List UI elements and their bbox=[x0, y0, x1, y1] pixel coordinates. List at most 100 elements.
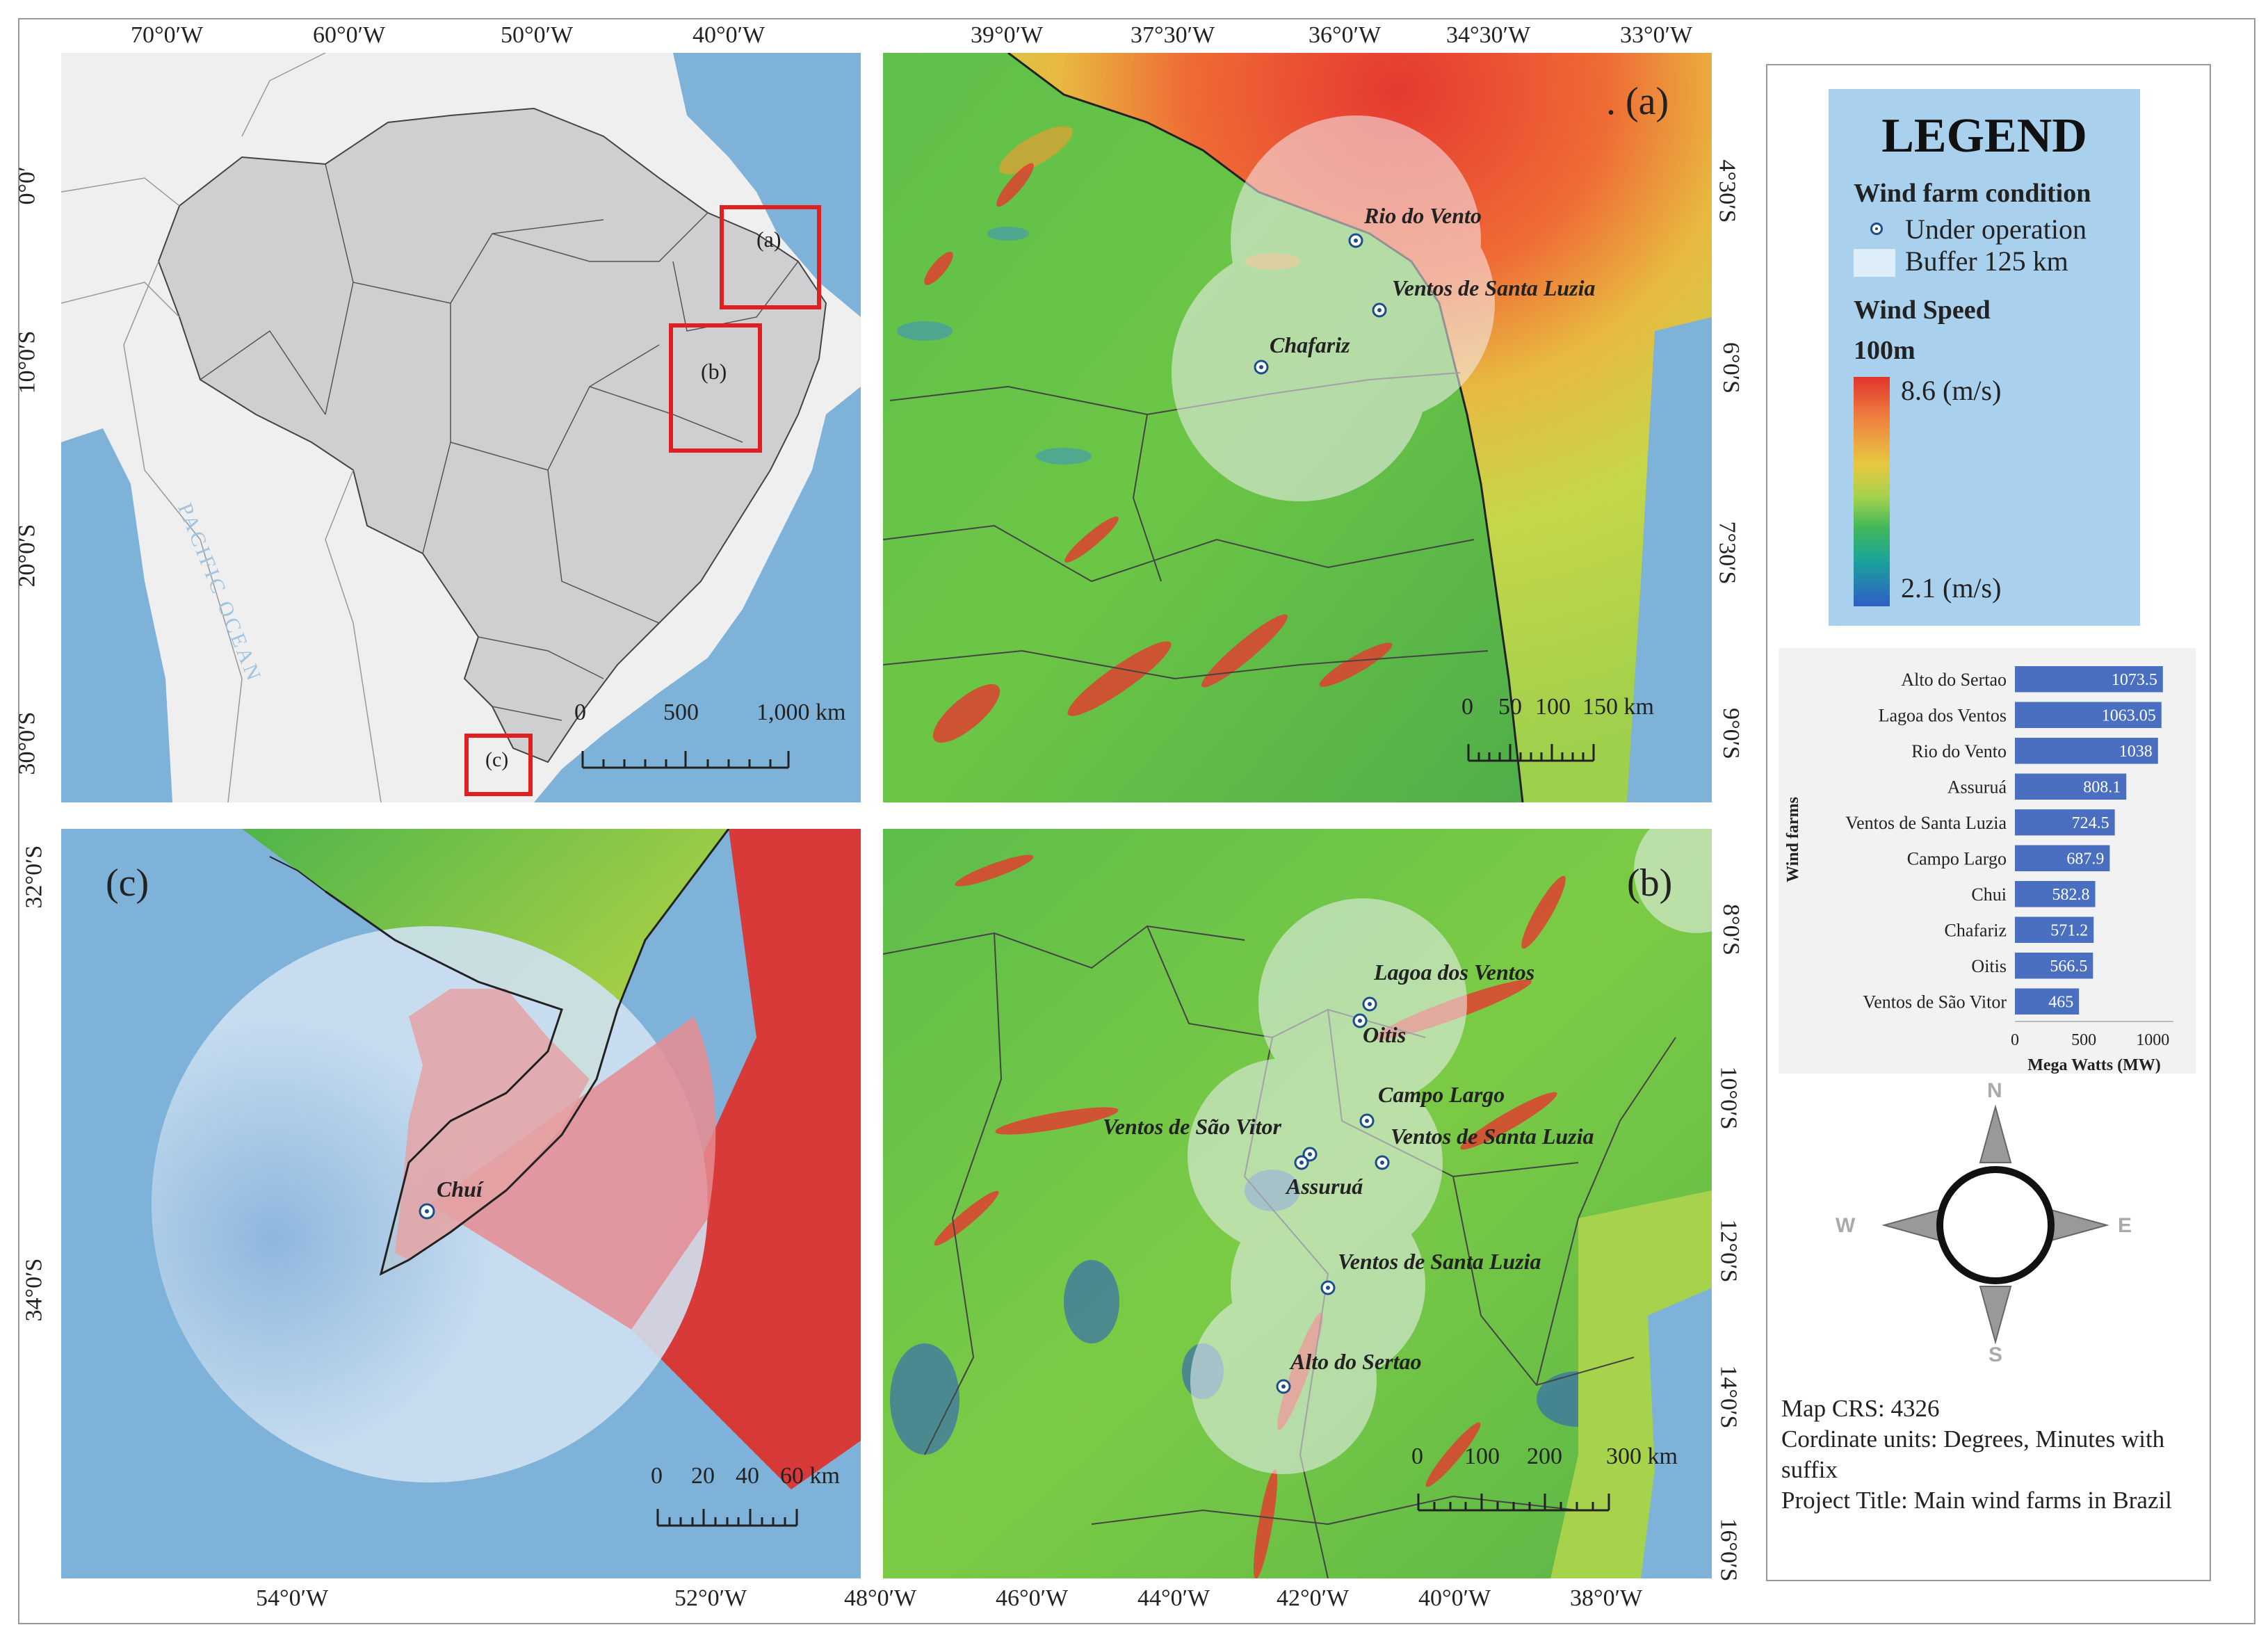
project-title: Project Title: Main wind farms in Brazil bbox=[1781, 1487, 2172, 1514]
panel-a-top-tick-34-30w: 34°30′W bbox=[1446, 22, 1531, 48]
inset-scale-0: 0 bbox=[574, 700, 586, 725]
chart-value-label: 571.2 bbox=[2050, 921, 2088, 939]
legend-title: LEGEND bbox=[1881, 109, 2087, 163]
panel-b-right-tick-12s: 12°0′S bbox=[1715, 1219, 1742, 1283]
compass-east-pointer bbox=[2050, 1208, 2109, 1242]
chart-bar bbox=[2015, 988, 2080, 1014]
chart-x-tick: 500 bbox=[2071, 1031, 2096, 1049]
chart-category-label: Alto do Sertao bbox=[1901, 670, 2007, 690]
panel-a-scale-150: 150 km bbox=[1582, 694, 1654, 720]
panel-b-right-tick-14s: 14°0′S bbox=[1715, 1365, 1742, 1429]
panel-a-top-tick-33w: 33°0′W bbox=[1620, 22, 1693, 48]
inset-top-tick-50w: 50°0′W bbox=[501, 22, 574, 48]
map-crs: Map CRS: 4326 bbox=[1781, 1395, 1940, 1422]
panel-a-scale-50: 50 bbox=[1498, 694, 1522, 720]
panel-b-scale-100: 100 bbox=[1464, 1444, 1500, 1469]
panel-b-bottom-tick-46w: 46°0′W bbox=[996, 1585, 1069, 1611]
panel-a-top-tick-39w: 39°0′W bbox=[971, 22, 1044, 48]
chart-x-label: Mega Watts (MW) bbox=[2027, 1056, 2161, 1074]
chart-value-label: 1073.5 bbox=[2112, 671, 2157, 689]
panel-a-map: . (a) Rio do Vento Ventos de Santa Luzia… bbox=[883, 53, 1712, 802]
chart-value-label: 724.5 bbox=[2072, 814, 2109, 832]
chart-bar bbox=[2015, 809, 2115, 836]
panel-a-right-tick-7-30s: 7°30′S bbox=[1714, 521, 1740, 585]
chart-category-label: Ventos de São Vitor bbox=[1863, 992, 2007, 1012]
chart-value-label: 1038 bbox=[2119, 743, 2153, 761]
inset-map: PACIFIC OCEAN (a) (b) (c) 0 500 1,000 km bbox=[61, 53, 861, 802]
chart-bar bbox=[2015, 953, 2093, 979]
under-operation-icon bbox=[1870, 223, 1883, 235]
panel-c-tag: (c) bbox=[106, 862, 149, 905]
panel-a-tag: . (a) bbox=[1606, 80, 1669, 123]
chart-category-label: Assuruá bbox=[1947, 777, 2007, 797]
panel-b-right-tick-8s: 8°0′S bbox=[1717, 904, 1744, 955]
chart-bar bbox=[2015, 845, 2110, 871]
inset-top-tick-70w: 70°0′W bbox=[131, 22, 204, 48]
buffer-swatch bbox=[1854, 249, 1895, 277]
panel-b-right-tick-16s: 16°0′S bbox=[1715, 1518, 1742, 1582]
chart-category-label: Chafariz bbox=[1944, 920, 2007, 940]
chart-value-label: 566.5 bbox=[2050, 957, 2087, 976]
panel-b-map: (b) Lagoa dos Ventos Oitis Campo Largo V… bbox=[883, 829, 1712, 1578]
compass-w: W bbox=[1836, 1214, 1856, 1237]
panel-c-bottom-tick-54w: 54°0′W bbox=[256, 1585, 329, 1611]
chart-bar bbox=[2015, 666, 2163, 693]
inset-left-tick-20s: 20°0′S bbox=[14, 524, 40, 588]
compass-west-pointer bbox=[1881, 1208, 1941, 1242]
compass-north-pointer bbox=[1979, 1104, 2012, 1163]
panel-c-map: (c) Chuí 0 20 40 60 km bbox=[61, 829, 861, 1578]
coordinate-units: Cordinate units: Degrees, Minutes with s… bbox=[1781, 1425, 2165, 1483]
panel-c-bottom-tick-52w: 52°0′W bbox=[674, 1585, 747, 1611]
inset-top-tick-40w: 40°0′W bbox=[692, 22, 766, 48]
farm-label-chui: Chuí bbox=[437, 1177, 483, 1202]
inset-scale-1000: 1,000 km bbox=[756, 700, 846, 725]
farm-label-campo-largo: Campo Largo bbox=[1378, 1082, 1505, 1107]
panel-a-scale-100: 100 bbox=[1535, 694, 1571, 720]
chart-x-tick: 1000 bbox=[2136, 1031, 2169, 1049]
chart-category-label: Oitis bbox=[1971, 956, 2007, 976]
legend-min-label: 2.1 (m/s) bbox=[1901, 572, 2002, 604]
panel-b-scale-0: 0 bbox=[1411, 1444, 1423, 1469]
inset-left-tick-10s: 10°0′S bbox=[14, 330, 40, 394]
compass-s: S bbox=[1988, 1343, 2003, 1366]
chart-bar bbox=[2015, 738, 2158, 764]
chart-svg: Alto do Sertao 1073.5 Lagoa dos Ventos 1063… bbox=[1784, 666, 2173, 1074]
chart-value-label: 808.1 bbox=[2083, 778, 2121, 796]
farm-label-assurua: Assuruá bbox=[1286, 1174, 1363, 1199]
chart-bar bbox=[2015, 881, 2096, 907]
panel-b-right-tick-10s: 10°0′S bbox=[1715, 1066, 1742, 1130]
box-label-c: (c) bbox=[485, 748, 509, 771]
panel-a-right-tick-4-30s: 4°30′S bbox=[1714, 159, 1740, 223]
panel-a-right-tick-9s: 9°0′S bbox=[1717, 708, 1744, 759]
panel-b-bottom-tick-48w: 48°0′W bbox=[844, 1585, 917, 1611]
compass-south-pointer bbox=[1979, 1286, 2012, 1345]
north-arrow: N S W E bbox=[1836, 1079, 2132, 1371]
farm-label-oitis: Oitis bbox=[1363, 1022, 1407, 1047]
legend-under-operation: Under operation bbox=[1905, 213, 2087, 245]
inset-scale-500: 500 bbox=[663, 700, 699, 725]
map-frame bbox=[18, 18, 2255, 1624]
panel-b-bottom-tick-38w: 38°0′W bbox=[1570, 1585, 1643, 1611]
compass-ring bbox=[1936, 1166, 2055, 1284]
farm-label-ventos-de-sao-vitor: Ventos de São Vitor bbox=[1103, 1114, 1281, 1139]
panel-c-scale-0: 0 bbox=[651, 1463, 663, 1489]
inset-left-tick-30s: 30°0′S bbox=[14, 711, 40, 775]
chart-bar bbox=[2015, 702, 2162, 728]
legend-condition-heading: Wind farm condition bbox=[1854, 179, 2091, 208]
panel-c-left-tick-32s: 32°0′S bbox=[21, 845, 47, 909]
panel-c-scale-20: 20 bbox=[691, 1463, 715, 1489]
chart-y-label: Wind farms bbox=[1784, 797, 1802, 882]
panel-a-top-tick-36w: 36°0′W bbox=[1309, 22, 1382, 48]
chart-category-label: Campo Largo bbox=[1907, 848, 2007, 868]
wind-speed-colorbar bbox=[1854, 377, 1890, 606]
chart-value-label: 687.9 bbox=[2066, 850, 2104, 868]
legend-max-label: 8.6 (m/s) bbox=[1901, 375, 2002, 406]
panel-c-left-tick-34s: 34°0′S bbox=[21, 1258, 47, 1322]
panel-b-bottom-tick-44w: 44°0′W bbox=[1137, 1585, 1210, 1611]
farm-label-ventos-de-santa-luzia-1: Ventos de Santa Luzia bbox=[1391, 1124, 1594, 1149]
chart-bar bbox=[2015, 916, 2094, 943]
legend-speed-heading: Wind Speed bbox=[1854, 296, 1991, 325]
panel-b-bottom-tick-40w: 40°0′W bbox=[1418, 1585, 1491, 1611]
chart-value-label: 465 bbox=[2048, 993, 2073, 1011]
farm-label-chafariz: Chafariz bbox=[1270, 332, 1350, 357]
